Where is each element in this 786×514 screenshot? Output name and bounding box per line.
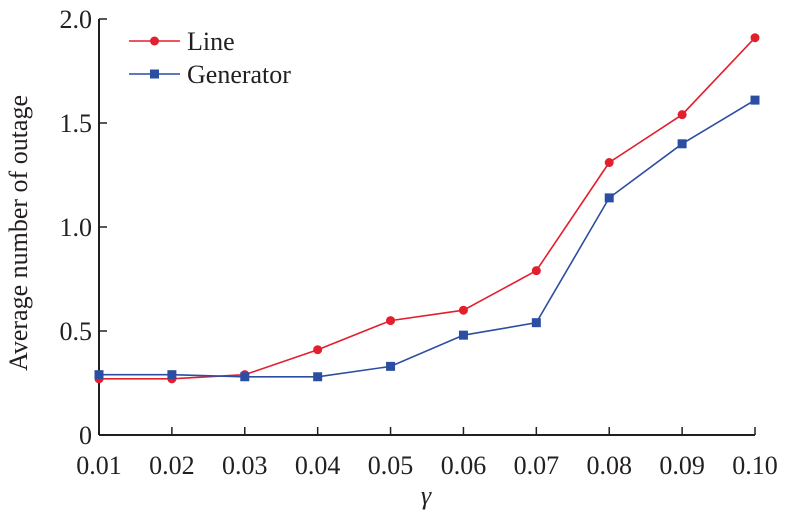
- data-point-line: [750, 33, 760, 43]
- series-line-generator: [99, 99, 756, 378]
- legend-label-generator: Generator: [187, 60, 291, 89]
- x-tick-label: 0.08: [586, 451, 632, 480]
- series-line-line: [99, 37, 756, 380]
- x-tick-label: 0.06: [441, 451, 487, 480]
- y-tick-label: 1.0: [60, 213, 93, 242]
- legend: Line Generator: [129, 27, 291, 89]
- y-tick-label: 2.0: [60, 5, 93, 34]
- data-point-generator: [604, 193, 614, 203]
- data-point-generator: [750, 95, 760, 105]
- x-tick-label: 0.04: [295, 451, 341, 480]
- y-tick-label: 0.5: [60, 317, 93, 346]
- data-point-line: [604, 158, 614, 168]
- data-point-generator: [167, 370, 177, 380]
- x-tick-label: 0.01: [76, 451, 122, 480]
- data-point-line: [313, 345, 323, 355]
- data-point-line: [677, 110, 687, 120]
- x-axis-title: γ: [421, 481, 432, 510]
- data-point-line: [458, 305, 468, 315]
- data-point-generator: [677, 139, 687, 149]
- legend-label-line: Line: [187, 27, 235, 56]
- data-point-generator: [531, 318, 541, 328]
- y-tick-label: 0: [79, 421, 92, 450]
- y-tick-label: 1.5: [60, 109, 93, 138]
- data-point-line: [531, 266, 541, 276]
- x-tick-label: 0.05: [368, 451, 414, 480]
- axes: 0 0.5 1.0 1.5 2.0 0.01 0.02 0.03 0.04 0.05 0.06 0.0…: [60, 5, 778, 480]
- series-generator: [94, 95, 760, 382]
- x-tick-label: 0.10: [732, 451, 778, 480]
- x-tick-label: 0.02: [149, 451, 195, 480]
- x-tick-label: 0.09: [659, 451, 705, 480]
- data-point-generator: [386, 361, 396, 371]
- data-point-generator: [458, 330, 468, 340]
- x-tick-label: 0.03: [222, 451, 268, 480]
- legend-marker-generator: [150, 69, 159, 79]
- data-point-generator: [313, 372, 323, 382]
- series-layer: [94, 33, 760, 384]
- data-point-line: [386, 316, 396, 326]
- data-point-generator: [240, 372, 250, 382]
- y-axis-title: Average number of outage: [4, 95, 33, 371]
- legend-marker-line: [150, 36, 159, 46]
- data-point-generator: [94, 370, 104, 380]
- x-tick-label: 0.07: [514, 451, 560, 480]
